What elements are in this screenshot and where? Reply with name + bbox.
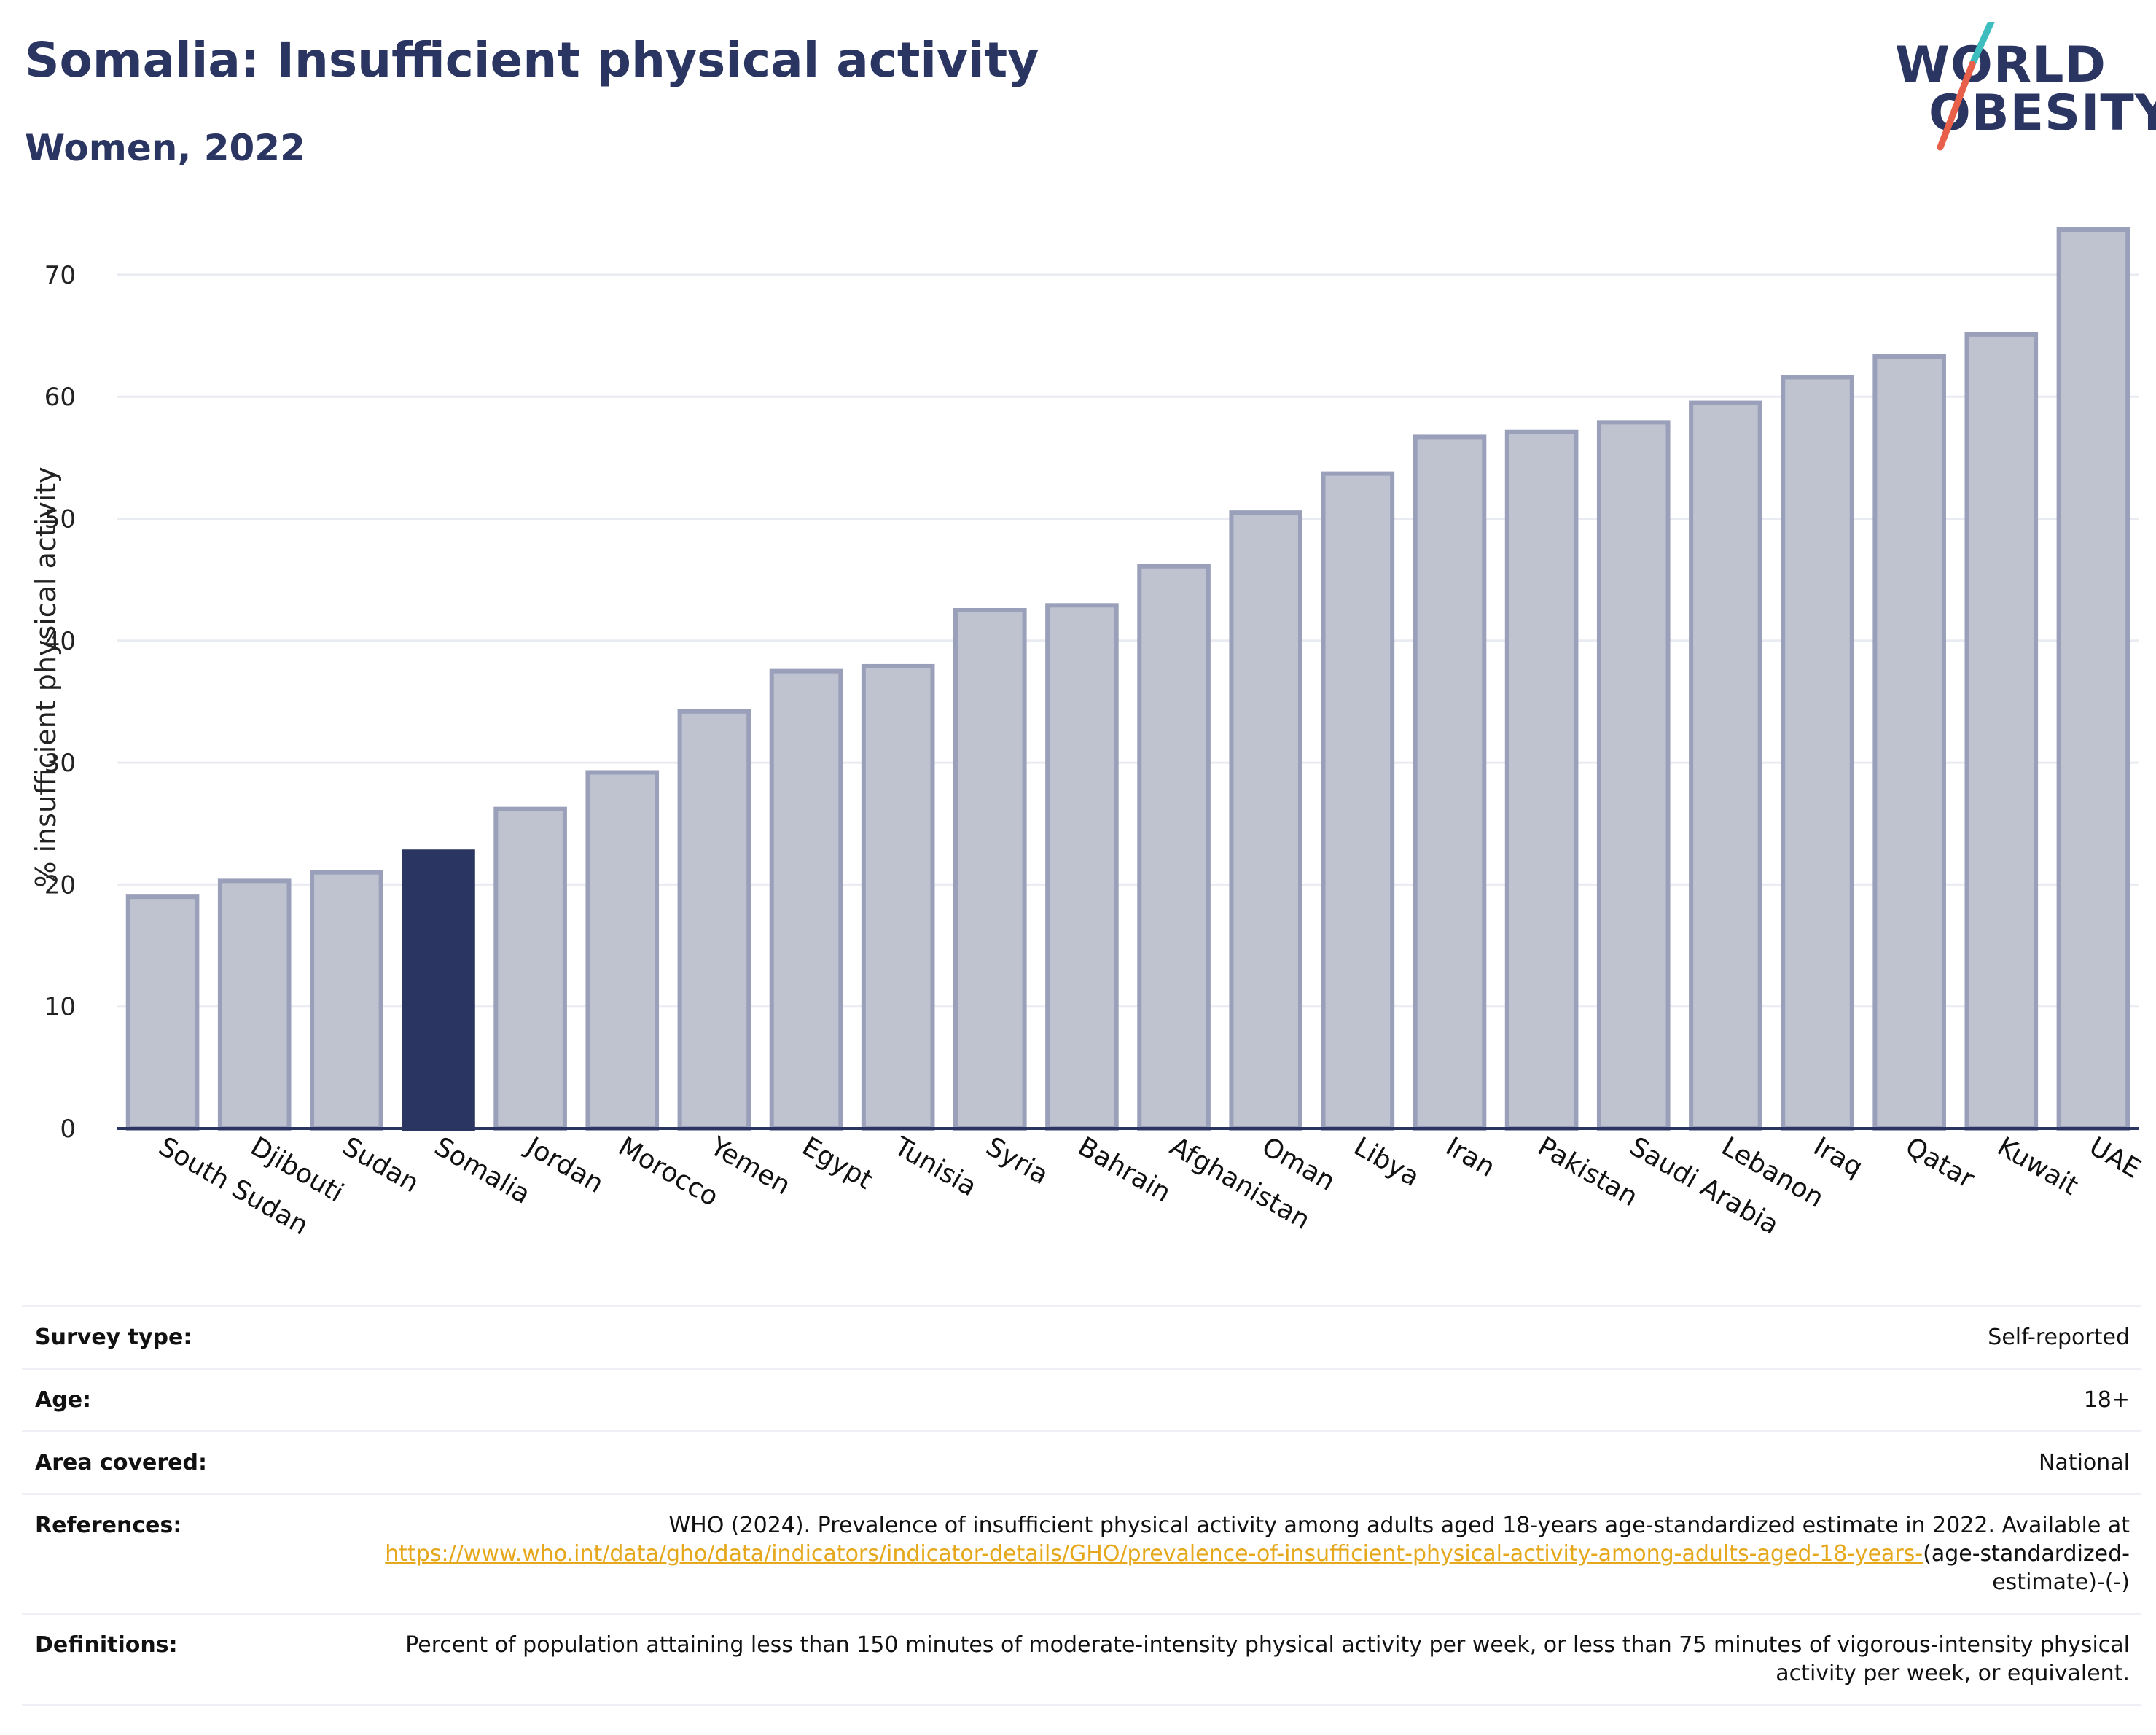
definitions-value: Percent of population attaining less tha… [405, 1632, 2130, 1686]
x-tick-label: Pakistan [1533, 1131, 1643, 1212]
bar [217, 878, 292, 1131]
x-tick-label: Somalia [429, 1131, 535, 1210]
bar-chart: 0 10 20 30 40 50 60 70 % insufficient physical a… [30, 227, 2146, 1241]
logo-word-obesity: OBESITY [1929, 85, 2156, 142]
references-value: WHO (2024). Prevalence of insufficient p… [351, 1511, 2130, 1596]
survey-type-value: Self-reported [1988, 1325, 2130, 1350]
bar [585, 770, 660, 1131]
x-tick-label: Jordan [520, 1131, 608, 1199]
page-title: Somalia: Insufficient physical activity [25, 32, 1039, 88]
area-label: Area covered: [35, 1450, 207, 1475]
x-tick-label: Morocco [613, 1131, 723, 1212]
bar [1689, 400, 1762, 1131]
x-tick-label: UAE [2084, 1131, 2145, 1184]
y-tick-label: 40 [44, 627, 76, 656]
y-tick-label: 20 [44, 870, 76, 900]
bar [2056, 227, 2130, 1131]
info-table: Survey type: Self-reported Age: 18+ Area… [22, 1305, 2141, 1706]
area-value: National [2038, 1450, 2130, 1475]
y-tick-label: 50 [44, 505, 76, 534]
bar [1504, 429, 1579, 1131]
bar-highlight [402, 849, 475, 1131]
references-link[interactable]: https://www.who.int/data/gho/data/indica… [385, 1541, 1923, 1567]
y-tick-label: 60 [44, 383, 76, 412]
bar [1137, 564, 1211, 1131]
bar [1045, 603, 1119, 1131]
definitions-label: Definitions: [35, 1632, 178, 1658]
bar [1229, 510, 1303, 1131]
bar [1781, 375, 1854, 1131]
bar [310, 870, 383, 1131]
info-row-references: References: WHO (2024). Prevalence of in… [22, 1493, 2141, 1613]
y-tick-label: 70 [44, 261, 76, 290]
x-tick-label: Libya [1348, 1131, 1424, 1193]
bar [125, 894, 200, 1131]
bar [1596, 420, 1671, 1131]
bar [1872, 354, 1946, 1131]
page-subtitle: Women, 2022 [25, 127, 305, 169]
bar [769, 668, 843, 1131]
bar [1964, 332, 2039, 1131]
logo-slash-icon [1937, 22, 1995, 151]
info-row-survey-type: Survey type: Self-reported [22, 1305, 2141, 1368]
age-value: 18+ [2083, 1387, 2130, 1413]
world-obesity-logo: WORLD OBESITY [1895, 22, 2156, 153]
x-tick-label: Bahrain [1073, 1131, 1176, 1208]
logo-word-world: WORLD [1895, 36, 2106, 94]
x-tick-label: Iraq [1808, 1131, 1867, 1183]
references-suffix: (age-standardized-estimate)-(-) [1923, 1541, 2130, 1595]
x-tick-label: Iran [1440, 1131, 1499, 1183]
bar [1321, 471, 1395, 1131]
bar [953, 607, 1027, 1131]
y-tick-label: 0 [60, 1115, 76, 1144]
x-tick-label: Tunisia [888, 1131, 982, 1202]
x-tick-label: Syria [981, 1131, 1053, 1190]
y-tick-label: 30 [44, 749, 76, 778]
info-row-area: Area covered: National [22, 1430, 2141, 1493]
bar [493, 806, 567, 1131]
x-tick-label: Qatar [1900, 1131, 1979, 1194]
references-text: WHO (2024). Prevalence of insufficient p… [668, 1513, 2130, 1538]
bar [861, 663, 935, 1131]
y-tick-label: 10 [44, 993, 76, 1022]
references-label: References: [35, 1513, 182, 1538]
x-tick-label: Sudan [337, 1131, 424, 1198]
x-tick-label: Kuwait [1992, 1131, 2083, 1201]
info-row-definitions: Definitions: Percent of population attai… [22, 1613, 2141, 1706]
age-label: Age: [35, 1387, 92, 1413]
x-tick-label: Egypt [797, 1131, 878, 1195]
bar [1413, 434, 1487, 1131]
bar [677, 709, 751, 1131]
y-axis-label: % insufficient physical activity [30, 467, 62, 887]
info-row-age: Age: 18+ [22, 1368, 2141, 1430]
survey-type-label: Survey type: [35, 1325, 192, 1350]
